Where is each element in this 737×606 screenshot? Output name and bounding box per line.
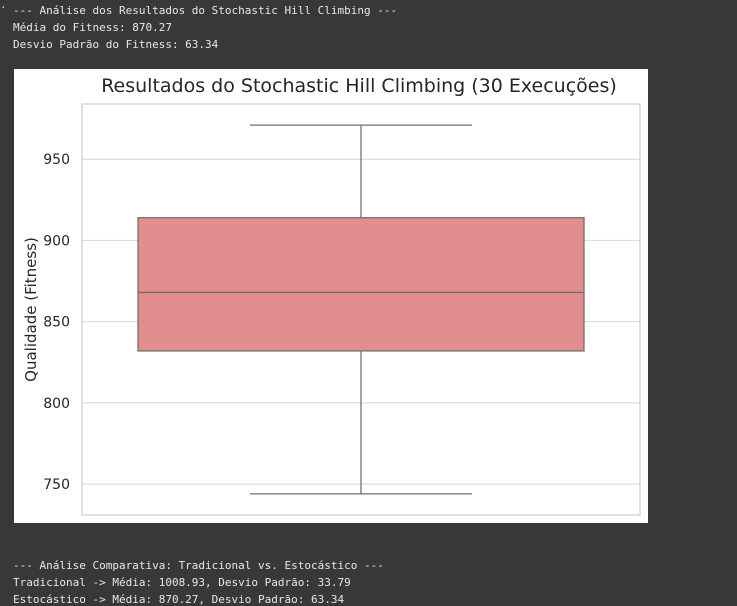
y-tick-label: 750 (43, 477, 70, 493)
y-tick-label: 900 (43, 233, 70, 249)
analysis-header-line: --- Análise dos Resultados do Stochastic… (13, 4, 398, 17)
stochastic-result-line: Estocástico -> Média: 870.27, Desvio Pad… (13, 593, 345, 606)
comparison-header-line: --- Análise Comparativa: Tradicional vs.… (13, 559, 384, 572)
mean-fitness-line: Média do Fitness: 870.27 (13, 21, 172, 34)
boxplot-chart: Resultados do Stochastic Hill Climbing (… (22, 75, 641, 516)
chart-title: Resultados do Stochastic Hill Climbing (… (101, 75, 617, 97)
y-tick-label: 950 (43, 152, 70, 168)
output-gutter-marker: · (0, 1, 7, 14)
y-axis-label: Qualidade (Fitness) (22, 237, 40, 382)
boxplot-figure: Resultados do Stochastic Hill Climbing (… (14, 69, 648, 523)
plot-frame (81, 103, 641, 516)
y-tick-label: 850 (43, 315, 70, 331)
y-tick-label: 800 (43, 396, 70, 412)
std-fitness-line: Desvio Padrão do Fitness: 63.34 (13, 38, 219, 51)
traditional-result-line: Tradicional -> Média: 1008.93, Desvio Pa… (13, 576, 351, 589)
iqr-box (137, 217, 585, 352)
